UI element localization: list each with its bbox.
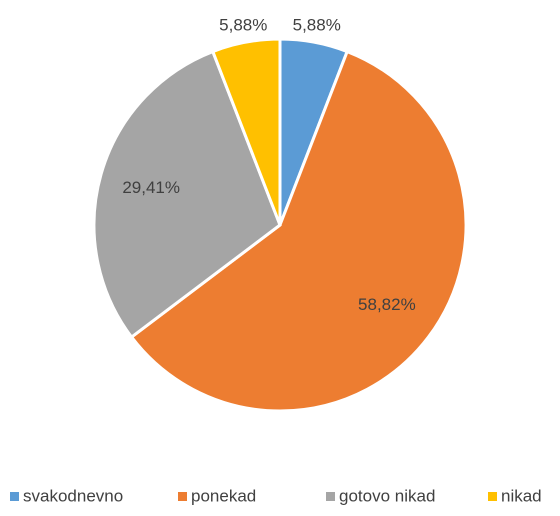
pie-slice <box>129 49 468 413</box>
legend-swatch <box>326 492 335 501</box>
legend-swatch <box>10 492 19 501</box>
legend-swatch <box>178 492 187 501</box>
pie-slice <box>210 37 282 226</box>
legend-label: nikad <box>501 486 542 505</box>
data-label: 5,88% <box>219 15 267 34</box>
pie-slice <box>92 49 282 340</box>
legend-label: gotovo nikad <box>339 486 435 505</box>
data-label: 58,82% <box>358 295 416 314</box>
legend-label: ponekad <box>191 486 256 505</box>
data-label: 5,88% <box>293 15 341 34</box>
legend-label: svakodnevno <box>23 486 123 505</box>
data-label: 29,41% <box>122 178 180 197</box>
legend-swatch <box>488 492 497 501</box>
